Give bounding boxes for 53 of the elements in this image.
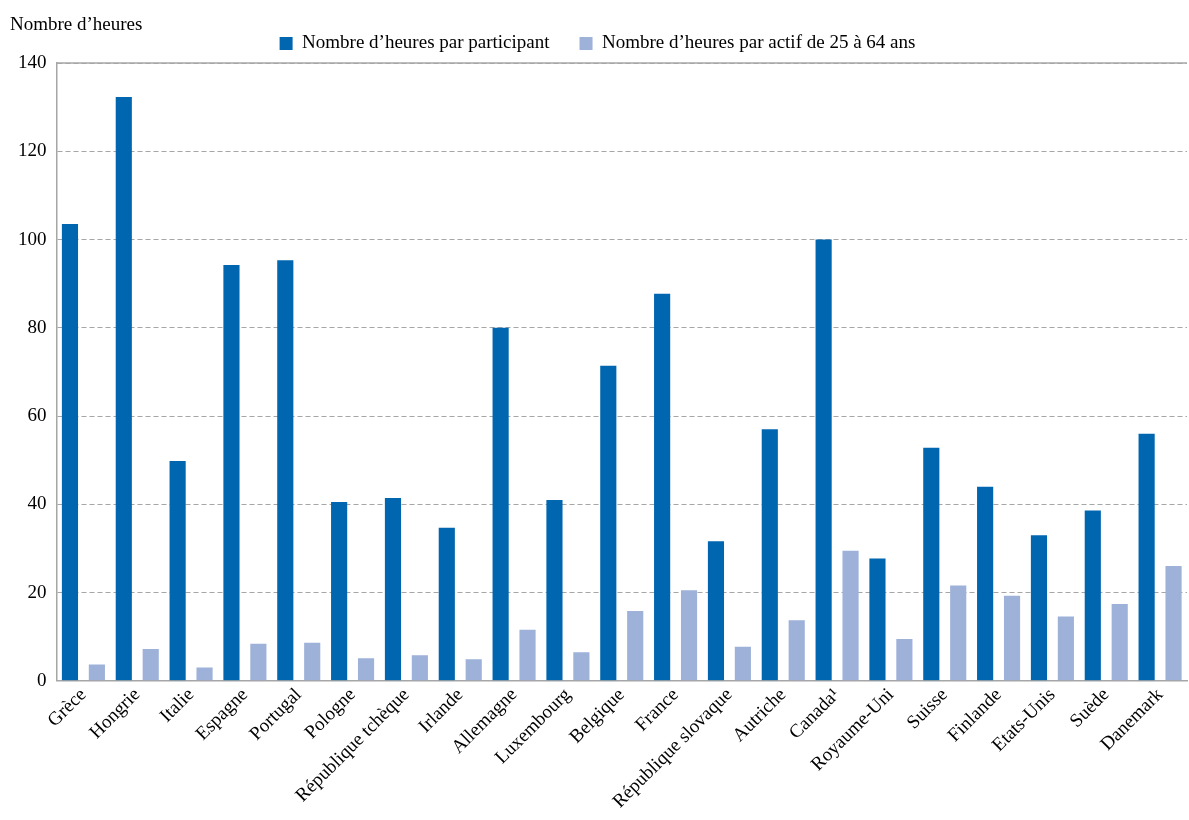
bar <box>842 550 859 681</box>
bar <box>384 498 402 681</box>
bar <box>654 293 671 681</box>
bar <box>546 499 563 681</box>
y-tick-label: 60 <box>27 404 47 426</box>
bar <box>680 590 698 681</box>
y-tick-label: 100 <box>18 227 47 249</box>
bar <box>331 502 348 681</box>
bar <box>950 585 967 681</box>
bar <box>788 620 805 681</box>
bar <box>1111 604 1128 681</box>
legend-label: Nombre d’heures par actif de 25 à 64 ans <box>602 31 916 53</box>
y-tick-label: 140 <box>18 50 47 72</box>
bar <box>977 486 994 681</box>
bar <box>923 447 940 681</box>
bar <box>115 96 132 681</box>
bar <box>1057 616 1074 681</box>
bar <box>1003 595 1021 681</box>
bar <box>142 649 159 681</box>
bar <box>761 429 778 681</box>
bar <box>869 558 886 681</box>
bar <box>277 260 294 681</box>
bar <box>88 664 105 681</box>
bar <box>465 659 482 681</box>
bar <box>304 642 321 681</box>
bar <box>707 541 725 681</box>
y-tick-label: 40 <box>27 492 47 514</box>
bar <box>357 658 375 681</box>
bar <box>573 652 590 681</box>
bar <box>519 629 536 681</box>
y-tick-label: 20 <box>27 580 47 602</box>
bar <box>1138 433 1155 681</box>
legend-label: Nombre d’heures par participant <box>302 31 551 53</box>
bar <box>627 611 644 681</box>
bar <box>815 239 832 681</box>
bar <box>1084 510 1101 681</box>
bar <box>250 643 267 681</box>
bar <box>61 224 79 681</box>
bar <box>896 638 913 681</box>
y-tick-label: 120 <box>18 139 47 161</box>
bar <box>411 655 428 681</box>
y-tick-label: 80 <box>27 315 47 337</box>
bar <box>1030 535 1048 681</box>
bar <box>1165 566 1182 681</box>
bar <box>600 365 617 681</box>
bar <box>492 327 509 681</box>
bar <box>169 461 186 681</box>
y-tick-label: 0 <box>37 668 47 690</box>
bar <box>196 667 213 681</box>
bar <box>734 646 751 681</box>
bar <box>223 265 240 681</box>
bar <box>438 527 455 681</box>
y-axis-title: Nombre d’heures <box>10 12 143 34</box>
